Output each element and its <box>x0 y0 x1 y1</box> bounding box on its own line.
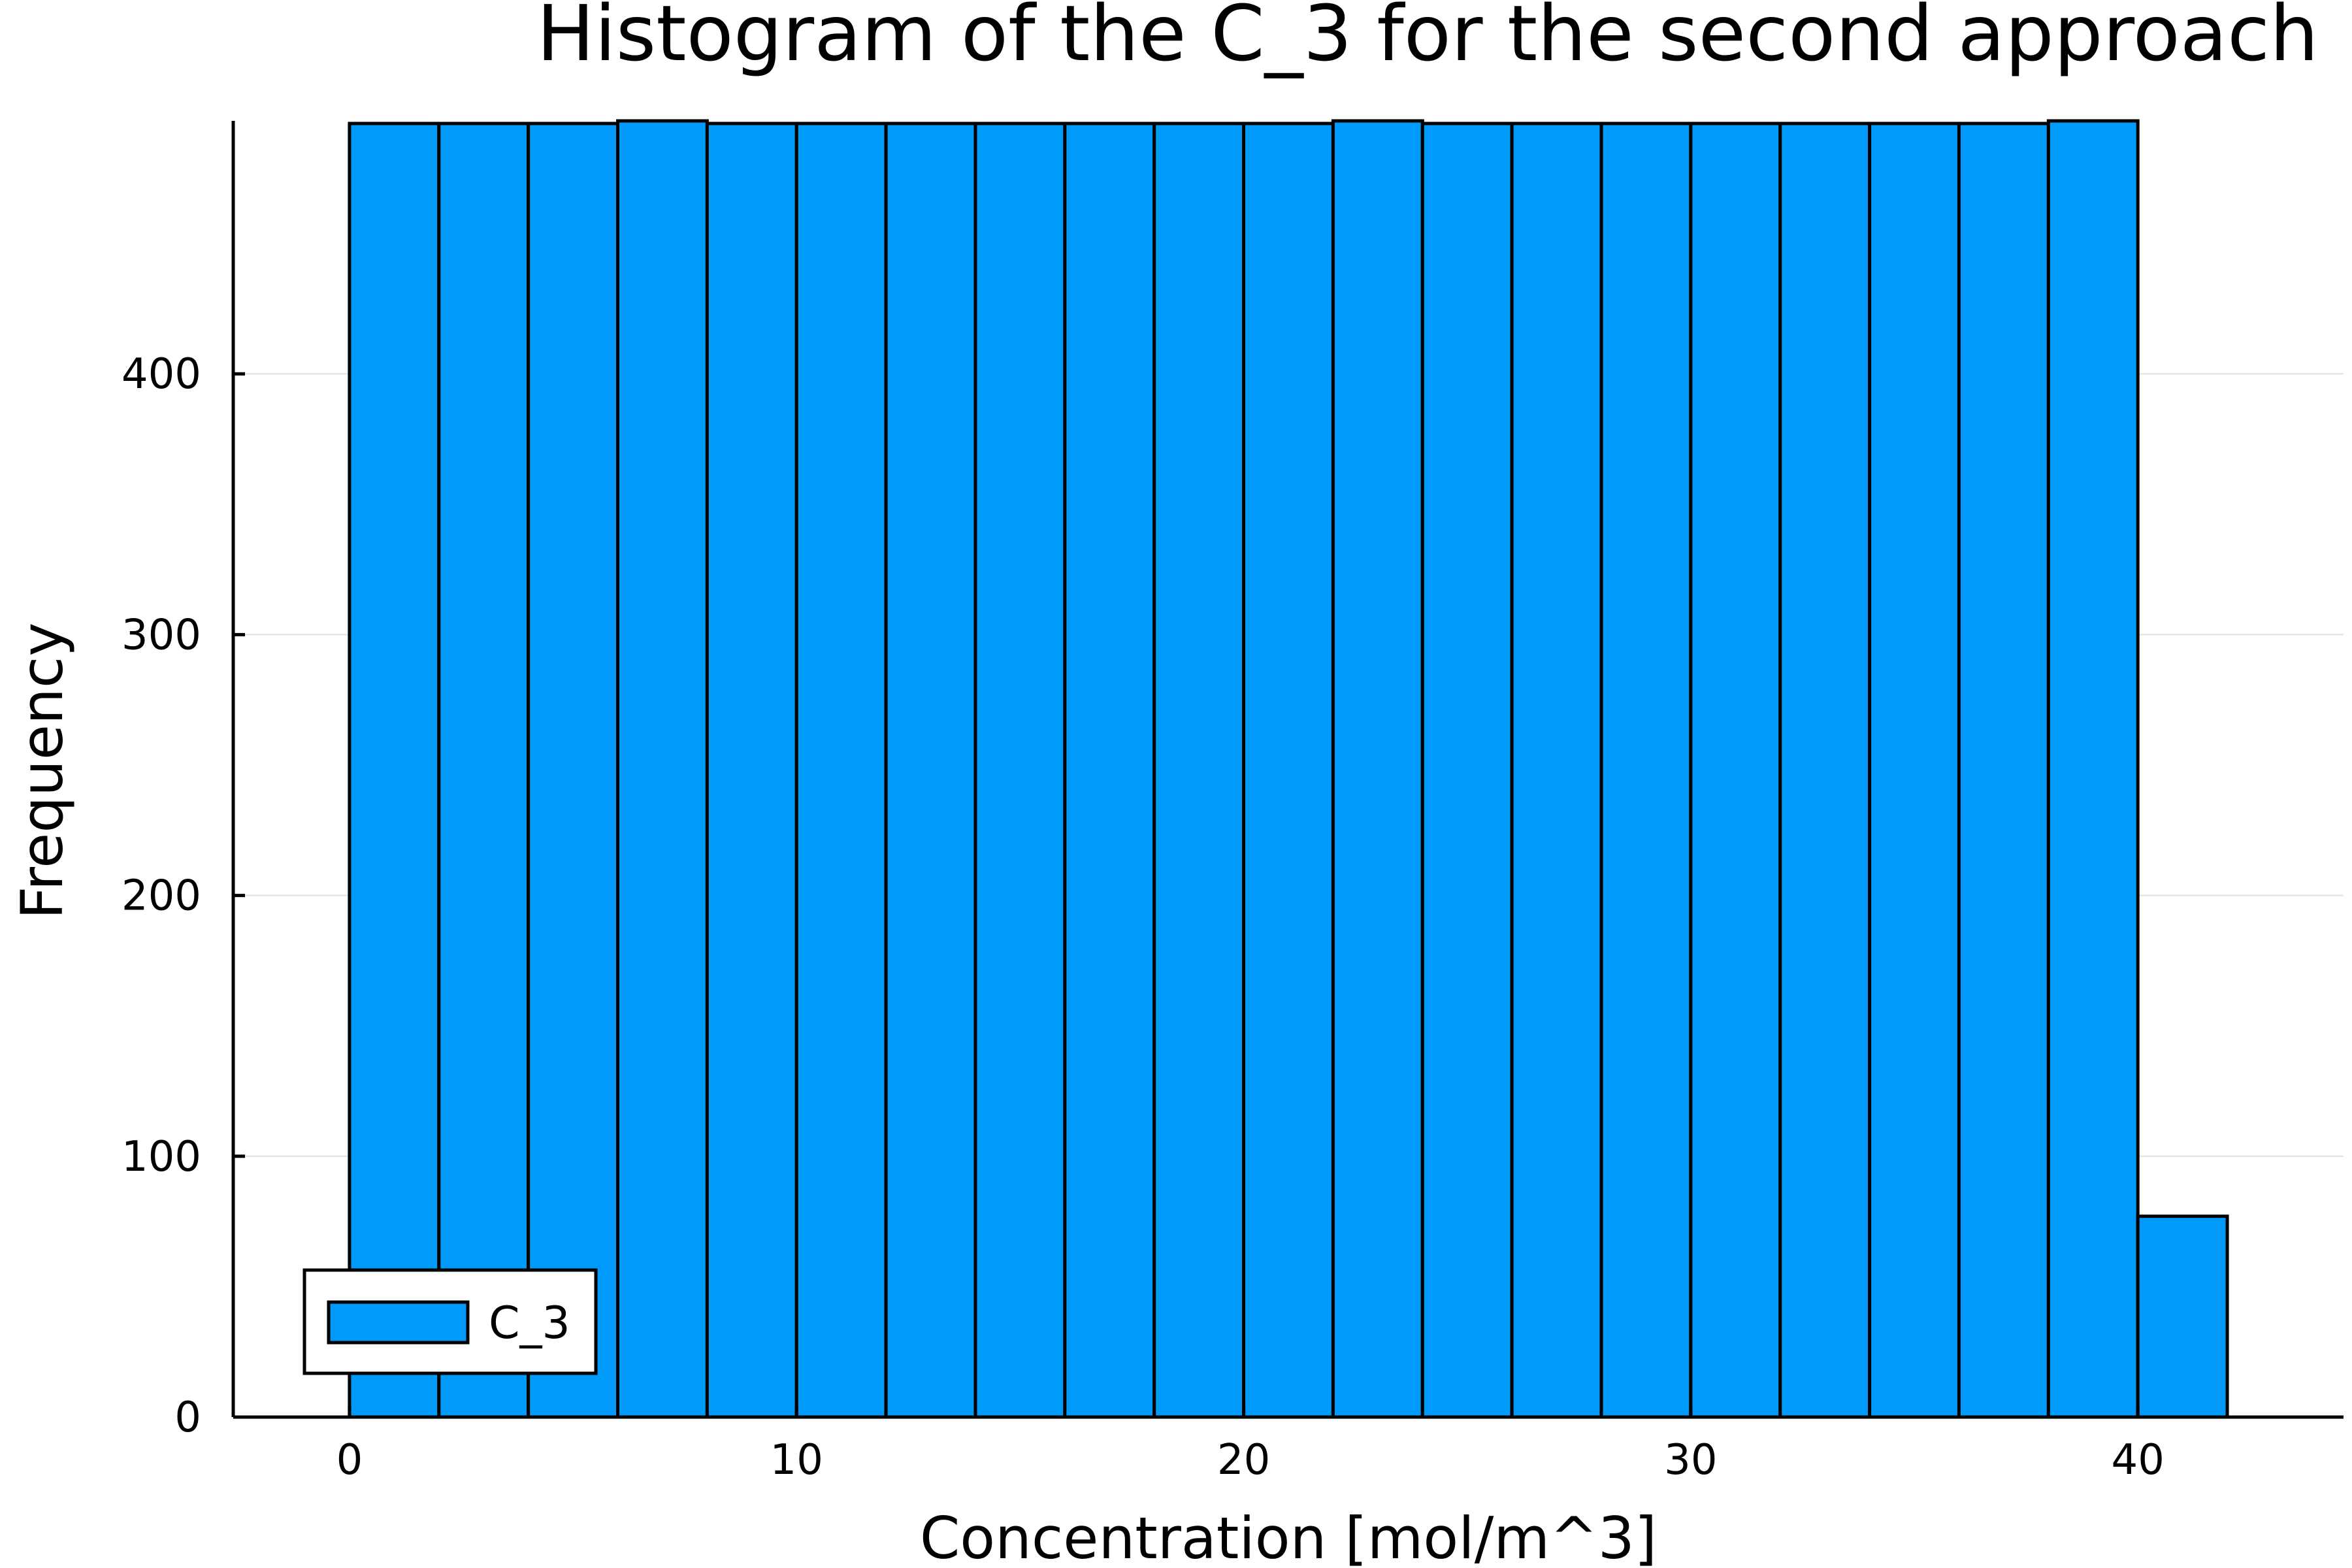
histogram-bar-10 <box>1242 122 1335 1419</box>
histogram-bar-18 <box>1957 122 2050 1419</box>
histogram-bar-11 <box>1331 119 1424 1419</box>
histogram-bar-16 <box>1778 122 1872 1419</box>
histogram-bar-12 <box>1420 122 1514 1419</box>
x-ticks: 0 10 20 30 40 <box>336 1405 2164 1484</box>
y-axis-label: Frequency <box>8 623 76 920</box>
histogram-bar-4 <box>705 122 798 1419</box>
histogram-bar-0 <box>348 122 441 1419</box>
x-tick-label-2: 20 <box>1217 1436 1270 1484</box>
legend-swatch <box>327 1300 470 1345</box>
histogram-bar-13 <box>1510 122 1603 1419</box>
y-tick-label-0: 0 <box>174 1394 201 1442</box>
y-tick-label-2: 200 <box>122 872 201 921</box>
histogram-bar-6 <box>884 122 977 1419</box>
histogram-bar-5 <box>794 122 888 1419</box>
histogram-bar-1 <box>437 122 531 1419</box>
x-tick-label-3: 30 <box>1664 1436 1717 1484</box>
histogram-bar-15 <box>1689 122 1782 1419</box>
y-ticks: 0 100 200 300 400 <box>122 350 245 1442</box>
histogram-bar-8 <box>1063 122 1156 1419</box>
histogram-bar-3 <box>616 119 709 1419</box>
x-tick-label-0: 0 <box>336 1436 363 1484</box>
legend: C_3 <box>302 1268 598 1375</box>
bars <box>348 119 2229 1419</box>
histogram-bar-2 <box>527 122 620 1419</box>
histogram-bar-9 <box>1152 122 1246 1419</box>
chart-title: Histogram of the C_3 for the second appr… <box>536 0 2318 78</box>
y-tick-label-1: 100 <box>122 1133 201 1181</box>
histogram-bar-17 <box>1868 122 1961 1419</box>
histogram-bar-7 <box>973 122 1067 1419</box>
histogram-bar-19 <box>2046 119 2140 1419</box>
x-tick-label-1: 10 <box>770 1436 823 1484</box>
axes <box>231 121 2344 1419</box>
x-tick-label-4: 40 <box>2111 1436 2164 1484</box>
y-tick-label-4: 400 <box>122 350 201 399</box>
histogram-bar-14 <box>1599 122 1693 1419</box>
x-axis-label: Concentration [mol/m^3] <box>920 1505 1657 1568</box>
legend-label: C_3 <box>489 1298 570 1349</box>
histogram-bar-20 <box>2136 1215 2229 1419</box>
y-tick-label-3: 300 <box>122 611 201 659</box>
